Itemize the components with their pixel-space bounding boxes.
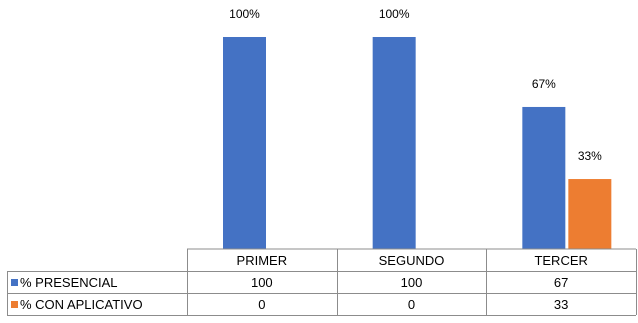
legend-swatch (11, 279, 18, 286)
bar-presencial-primer (223, 37, 266, 249)
table-cell: 0 (408, 297, 415, 312)
bar-aplicativo-tercer (568, 179, 612, 249)
data-label: 33% (578, 149, 602, 163)
bar-presencial-segundo (372, 37, 416, 249)
data-label: 67% (532, 77, 556, 91)
table-cell: 67 (554, 275, 568, 290)
data-label: 100% (229, 7, 260, 21)
legend-swatch (11, 301, 18, 308)
table-cell: 33 (554, 297, 568, 312)
category-label-tercer: TERCER (534, 253, 587, 268)
table-row-label: % CON APLICATIVO (20, 297, 143, 312)
table-cell: 100 (401, 275, 423, 290)
bar-presencial-tercer (522, 106, 566, 250)
category-label-segundo: SEGUNDO (379, 253, 445, 268)
category-label-primer: PRIMER (237, 253, 288, 268)
table-row-label: % PRESENCIAL (20, 275, 118, 290)
table-cell: 0 (258, 297, 265, 312)
data-label: 100% (379, 7, 410, 21)
table-cell: 100 (251, 275, 273, 290)
